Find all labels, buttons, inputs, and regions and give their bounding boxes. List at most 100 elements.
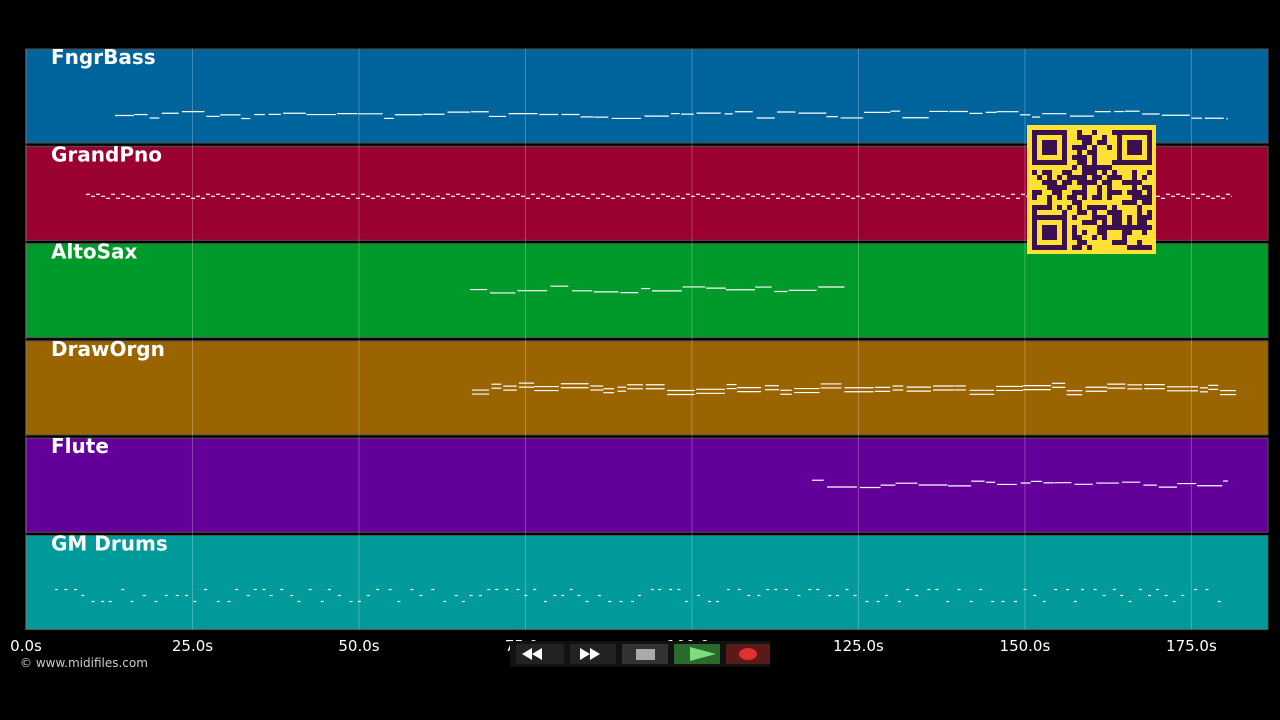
qr-module	[1052, 235, 1057, 240]
qr-module	[1072, 155, 1077, 160]
qr-module	[1147, 195, 1152, 200]
qr-module	[1092, 215, 1097, 220]
qr-module	[1147, 160, 1152, 165]
qr-module	[1032, 195, 1037, 200]
qr-module	[1047, 245, 1052, 250]
qr-module	[1082, 240, 1087, 245]
qr-module	[1072, 195, 1077, 200]
track-name: AltoSax	[51, 240, 138, 264]
qr-module	[1052, 160, 1057, 165]
qr-module	[1147, 245, 1152, 250]
qr-module	[1112, 210, 1117, 215]
qr-module	[1117, 175, 1122, 180]
qr-module	[1137, 190, 1142, 195]
rewind-button[interactable]	[516, 644, 564, 664]
qr-module	[1077, 175, 1082, 180]
time-tick-label: 25.0s	[172, 637, 213, 655]
qr-module	[1112, 205, 1117, 210]
qr-module	[1122, 180, 1127, 185]
qr-module	[1112, 170, 1117, 175]
qr-module	[1137, 225, 1142, 230]
qr-module	[1127, 215, 1132, 220]
qr-module	[1052, 245, 1057, 250]
qr-module	[1137, 180, 1142, 185]
qr-module	[1042, 130, 1047, 135]
play-button[interactable]	[674, 644, 720, 664]
qr-module	[1147, 190, 1152, 195]
qr-module	[1077, 245, 1082, 250]
qr-module	[1082, 175, 1087, 180]
qr-module	[1037, 205, 1042, 210]
qr-module	[1112, 160, 1117, 165]
qr-module	[1107, 145, 1112, 150]
qr-module	[1032, 170, 1037, 175]
qr-module	[1042, 225, 1047, 230]
qr-module	[1067, 175, 1072, 180]
qr-module	[1077, 145, 1082, 150]
qr-module	[1142, 200, 1147, 205]
qr-module	[1082, 220, 1087, 225]
qr-module	[1042, 180, 1047, 185]
qr-module	[1082, 165, 1087, 170]
qr-module	[1047, 140, 1052, 145]
qr-module	[1107, 210, 1112, 215]
qr-module	[1082, 180, 1087, 185]
qr-module	[1142, 130, 1147, 135]
transport-controls	[510, 641, 770, 667]
qr-module	[1102, 235, 1107, 240]
qr-module	[1047, 215, 1052, 220]
qr-module	[1062, 240, 1067, 245]
qr-module	[1097, 165, 1102, 170]
qr-module	[1132, 150, 1137, 155]
qr-module	[1047, 195, 1052, 200]
qr-module	[1127, 220, 1132, 225]
qr-module	[1137, 145, 1142, 150]
qr-module	[1062, 140, 1067, 145]
qr-module	[1052, 185, 1057, 190]
qr-module	[1107, 195, 1112, 200]
qr-module	[1092, 235, 1097, 240]
qr-module	[1127, 145, 1132, 150]
qr-module	[1032, 145, 1037, 150]
qr-module	[1037, 245, 1042, 250]
qr-module	[1112, 130, 1117, 135]
record-button[interactable]	[726, 644, 770, 664]
qr-module	[1072, 200, 1077, 205]
qr-module	[1052, 145, 1057, 150]
qr-module	[1062, 170, 1067, 175]
qr-module	[1102, 220, 1107, 225]
qr-module	[1052, 140, 1057, 145]
qr-module	[1047, 230, 1052, 235]
fast-forward-button[interactable]	[570, 644, 616, 664]
qr-module	[1102, 170, 1107, 175]
qr-module	[1137, 160, 1142, 165]
qr-module	[1057, 195, 1062, 200]
qr-module	[1077, 160, 1082, 165]
qr-module	[1082, 145, 1087, 150]
qr-module	[1077, 240, 1082, 245]
qr-module	[1137, 220, 1142, 225]
qr-module	[1092, 165, 1097, 170]
qr-module	[1057, 205, 1062, 210]
qr-module	[1067, 170, 1072, 175]
qr-module	[1037, 215, 1042, 220]
notes	[812, 479, 1228, 489]
qr-module	[1032, 235, 1037, 240]
qr-module	[1107, 225, 1112, 230]
qr-module	[1057, 245, 1062, 250]
qr-module	[1032, 130, 1037, 135]
qr-module	[1047, 205, 1052, 210]
qr-module	[1032, 240, 1037, 245]
qr-module	[1037, 130, 1042, 135]
stop-button[interactable]	[622, 644, 668, 664]
qr-module	[1072, 165, 1077, 170]
qr-module	[1137, 150, 1142, 155]
qr-module	[1137, 215, 1142, 220]
qr-module	[1087, 245, 1092, 250]
qr-module	[1102, 135, 1107, 140]
qr-module	[1082, 190, 1087, 195]
time-tick-label: 50.0s	[338, 637, 379, 655]
qr-module	[1037, 175, 1042, 180]
qr-module	[1077, 155, 1082, 160]
